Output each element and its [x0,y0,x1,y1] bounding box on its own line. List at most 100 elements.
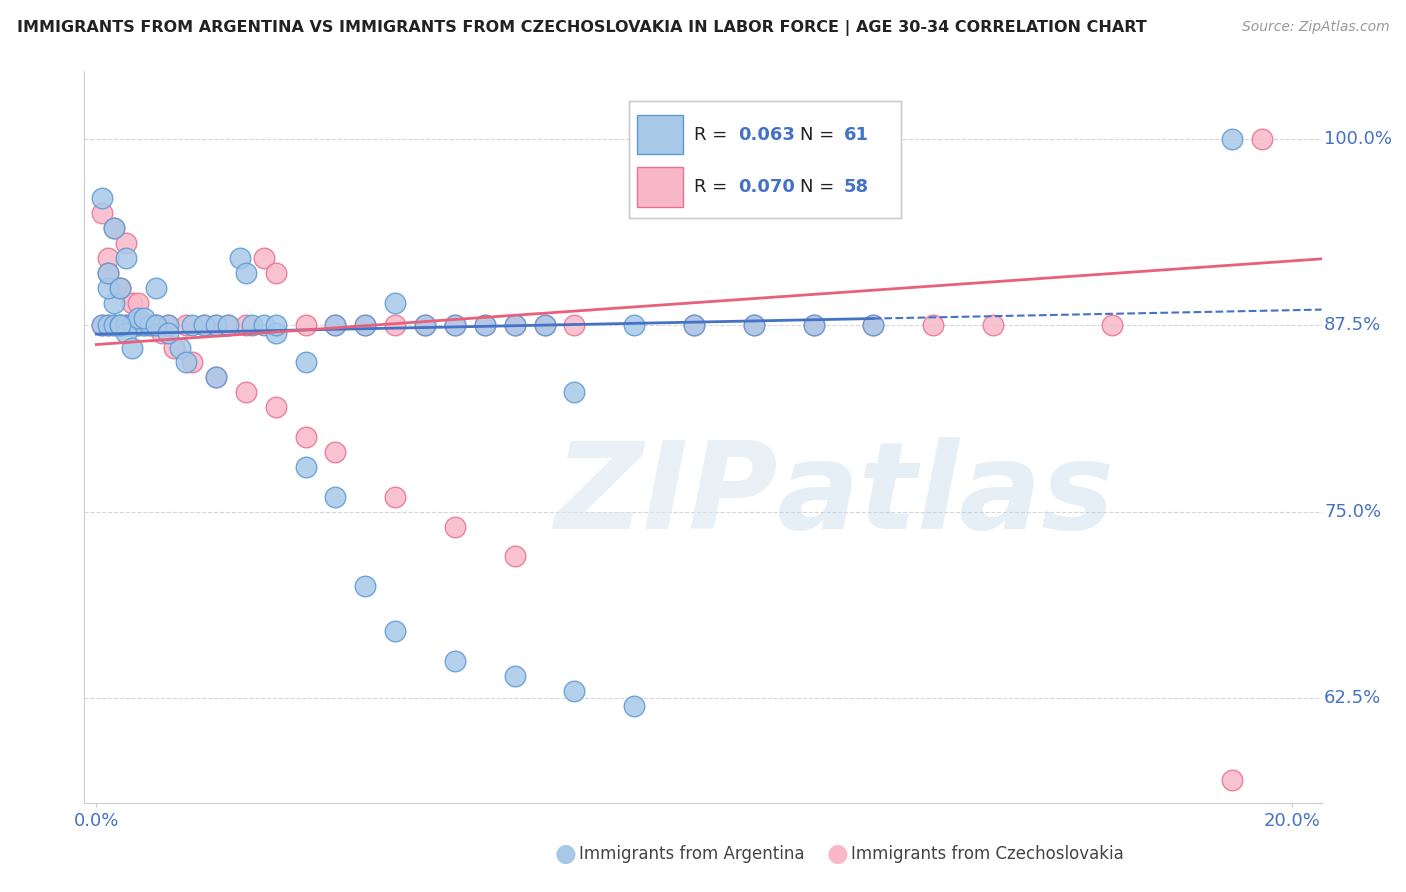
Point [103,221,125,235]
Point [253,251,276,265]
Point [97,318,120,332]
Point [110,318,132,332]
Text: ●: ● [554,842,576,866]
Text: Immigrants from Argentina: Immigrants from Argentina [579,845,804,863]
Point [229,251,252,265]
Point [145,318,167,332]
Point [325,318,347,332]
Point [121,318,143,332]
Point [803,318,825,332]
Point [981,318,1004,332]
Point [354,318,377,332]
Point [564,385,586,400]
Point [115,318,138,332]
Point [264,326,287,340]
Text: ●: ● [827,842,849,866]
Text: 62.5%: 62.5% [1324,690,1381,707]
Point [145,318,167,332]
Point [294,355,316,369]
Point [384,490,406,504]
Point [174,355,197,369]
Point [1250,131,1272,145]
Point [103,295,125,310]
Point [683,318,706,332]
Point [623,318,645,332]
Point [115,251,138,265]
Point [103,221,125,235]
Point [145,318,167,332]
Point [181,318,204,332]
Text: 75.0%: 75.0% [1324,503,1381,521]
Point [157,326,180,340]
Point [503,318,526,332]
Point [205,370,228,384]
Point [115,235,138,250]
Point [97,266,120,280]
Point [235,385,257,400]
Point [564,318,586,332]
Point [384,295,406,310]
Point [564,683,586,698]
Point [217,318,239,332]
Point [139,318,162,332]
Point [413,318,436,332]
Point [97,251,120,265]
Text: Source: ZipAtlas.com: Source: ZipAtlas.com [1241,20,1389,34]
Point [121,341,143,355]
Point [110,281,132,295]
Point [97,318,120,332]
Point [139,318,162,332]
Point [444,654,467,668]
Point [150,326,173,340]
Point [325,318,347,332]
Point [253,318,276,332]
Point [803,318,825,332]
Point [115,318,138,332]
Point [294,318,316,332]
Point [103,318,125,332]
Point [264,266,287,280]
Point [145,281,167,295]
Point [474,318,496,332]
Point [1101,318,1123,332]
Point [354,318,377,332]
Point [127,295,149,310]
Point [205,318,228,332]
Point [110,281,132,295]
Point [110,281,132,295]
Point [503,549,526,564]
Point [503,318,526,332]
Point [862,318,884,332]
Point [294,459,316,474]
Text: 87.5%: 87.5% [1324,316,1381,334]
Point [174,318,197,332]
Point [533,318,555,332]
Point [110,318,132,332]
Text: ZIP: ZIP [554,437,779,554]
Point [413,318,436,332]
Point [503,669,526,683]
Point [134,310,156,325]
Point [121,318,143,332]
Point [444,519,467,533]
Point [110,318,132,332]
Point [157,318,180,332]
Point [91,206,114,220]
Point [127,318,149,332]
Point [97,281,120,295]
Point [91,318,114,332]
Point [193,318,215,332]
Point [444,318,467,332]
Point [742,318,765,332]
Point [235,266,257,280]
Point [127,310,149,325]
Point [325,445,347,459]
Point [384,624,406,639]
Point [444,318,467,332]
Point [474,318,496,332]
Point [127,318,149,332]
Point [157,318,180,332]
Point [121,295,143,310]
Text: atlas: atlas [778,437,1115,554]
Point [91,318,114,332]
